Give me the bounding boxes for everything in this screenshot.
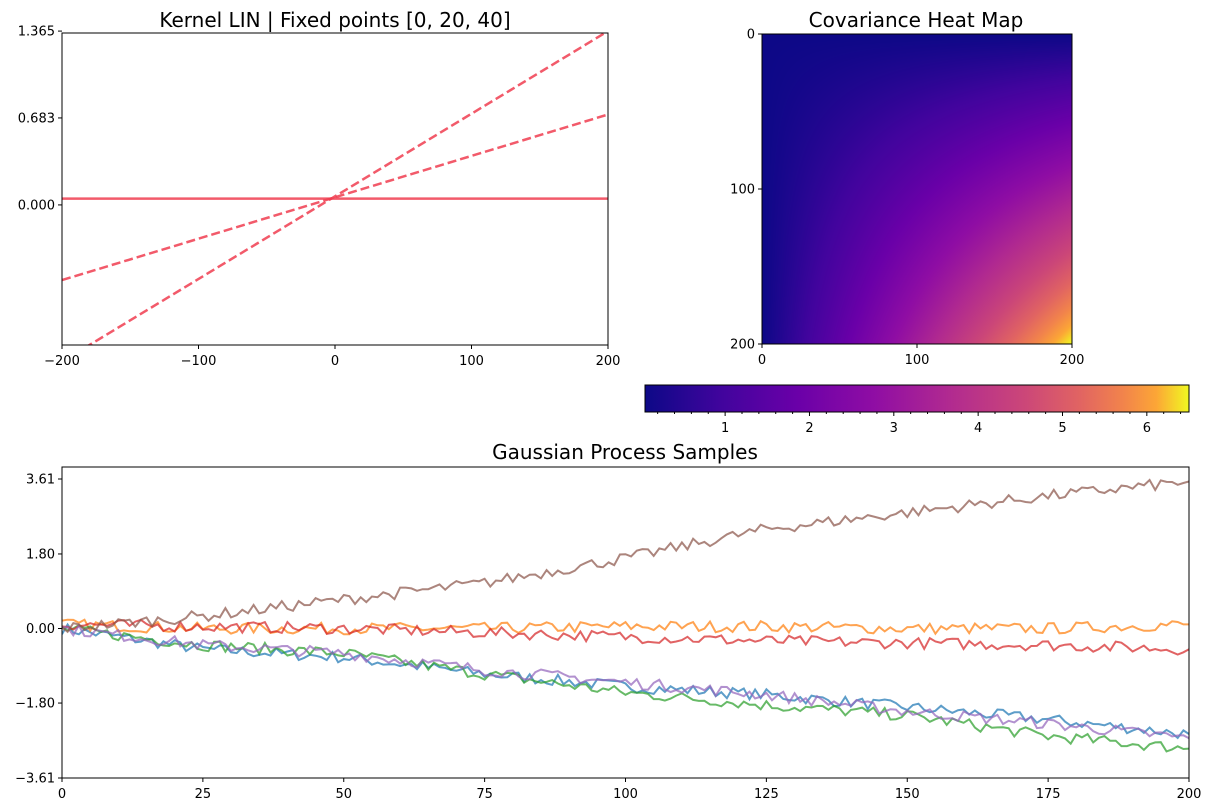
gp-sample-line-4: [62, 623, 1189, 740]
colorbar-tick-label: 5: [1058, 421, 1066, 436]
heatmap-x-tick-label: 100: [905, 353, 930, 368]
kernel-y-tick-label: 0.683: [18, 111, 55, 126]
gp-x-ticks: 0 25 50 75 100 125 150 175 200: [58, 778, 1202, 802]
colorbar-tick-label: 1: [721, 421, 729, 436]
colorbar-tick-label: 6: [1143, 421, 1151, 436]
heatmap-x-tick-label: 200: [1060, 353, 1085, 368]
colorbar-frame: [644, 384, 1190, 413]
kernel-lines-panel: Kernel LIN | Fixed points [0, 20, 40] −2…: [18, 8, 621, 369]
heatmap-title: Covariance Heat Map: [809, 8, 1024, 32]
gp-x-tick-label: 25: [195, 787, 212, 802]
gp-x-tick-label: 150: [895, 787, 920, 802]
kernel-x-tick-label: 0: [331, 354, 339, 369]
gp-sample-line-3: [62, 618, 1189, 656]
gp-x-tick-label: 200: [1177, 787, 1202, 802]
gp-sample-line-1: [62, 618, 1189, 636]
gp-x-tick-label: 75: [476, 787, 493, 802]
kernel-x-tick-label: 200: [596, 354, 621, 369]
gp-y-tick-label: −1.80: [15, 697, 55, 712]
kernel-line-2: [87, 33, 608, 345]
colorbar-tick-label: 3: [890, 421, 898, 436]
gp-x-tick-label: 0: [58, 787, 66, 802]
kernel-line-1: [62, 113, 608, 282]
gp-y-tick-label: −3.61: [15, 772, 55, 787]
gp-y-tick-label: 1.80: [26, 547, 55, 562]
gp-sample-lines: [62, 478, 1189, 753]
colorbar-ticks: 1 2 3 4 5 6: [657, 412, 1182, 436]
gp-x-tick-label: 175: [1036, 787, 1061, 802]
heatmap-panel: Covariance Heat Map 0 100 200 0 100 200: [730, 8, 1084, 368]
colorbar: 1 2 3 4 5 6: [644, 384, 1190, 436]
gp-sample-line-2: [62, 623, 1189, 753]
colorbar-tick-label: 2: [805, 421, 813, 436]
gp-samples-title: Gaussian Process Samples: [492, 440, 758, 464]
heatmap-y-tick-label: 200: [730, 338, 755, 353]
kernel-x-ticks: −200 −100 0 100 200: [44, 345, 620, 369]
kernel-panel-title: Kernel LIN | Fixed points [0, 20, 40]: [159, 8, 510, 32]
heatmap-image: [762, 34, 1072, 344]
gp-sample-line-0: [62, 622, 1189, 740]
kernel-x-tick-label: −100: [181, 354, 217, 369]
colorbar-gradient: [645, 385, 1189, 412]
heatmap-y-tick-label: 0: [747, 28, 755, 43]
colorbar-tick-label: 4: [974, 421, 982, 436]
kernel-y-tick-label: 1.365: [18, 25, 55, 40]
heatmap-y-ticks: 0 100 200: [730, 28, 762, 353]
kernel-x-tick-label: 100: [459, 354, 484, 369]
heatmap-y-tick-label: 100: [730, 183, 755, 198]
heatmap-x-tick-label: 0: [758, 353, 766, 368]
gp-y-ticks: −3.61 −1.80 0.00 1.80 3.61: [15, 473, 62, 787]
kernel-y-ticks: 0.000 0.683 1.365: [18, 25, 62, 213]
kernel-lines: [62, 33, 608, 345]
gp-y-tick-label: 0.00: [26, 622, 55, 637]
kernel-y-tick-label: 0.000: [18, 198, 55, 213]
gp-sample-line-5: [62, 478, 1189, 634]
kernel-x-tick-label: −200: [44, 354, 80, 369]
heatmap-x-ticks: 0 100 200: [758, 344, 1085, 368]
gp-y-tick-label: 3.61: [26, 473, 55, 488]
gp-x-tick-label: 125: [754, 787, 779, 802]
gp-x-tick-label: 100: [613, 787, 638, 802]
gp-samples-panel: Gaussian Process Samples 0 25 50 75 100 125 15…: [15, 440, 1201, 802]
gp-x-tick-label: 50: [335, 787, 352, 802]
kernel-axes-frame: [61, 32, 609, 346]
